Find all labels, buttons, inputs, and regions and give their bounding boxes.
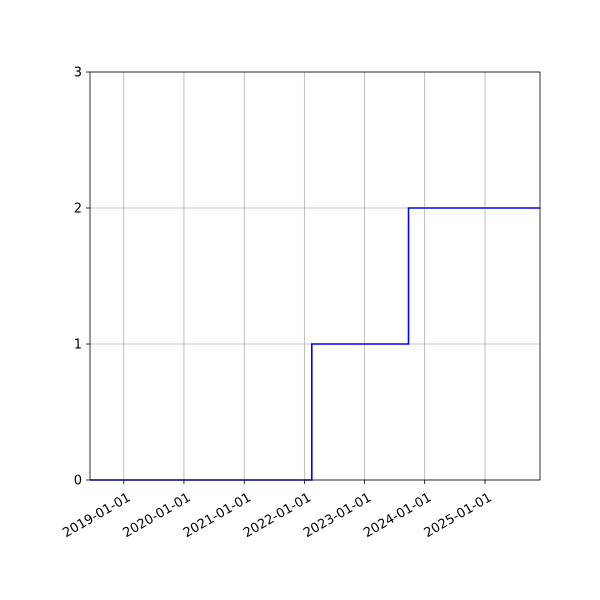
x-tick-label: 2024-01-01 (361, 490, 434, 541)
x-tick-label: 2025-01-01 (422, 490, 495, 541)
y-tick-label: 2 (74, 202, 82, 217)
y-tick-label: 0 (74, 474, 82, 489)
y-tick-label: 1 (74, 338, 82, 353)
x-tick-label: 2020-01-01 (121, 490, 194, 541)
axes-frame (89, 71, 541, 481)
x-tick-label: 2023-01-01 (301, 490, 374, 541)
x-tick-label: 2019-01-01 (60, 490, 133, 541)
ticks: 2019-01-012020-01-012021-01-012022-01-01… (60, 66, 494, 542)
x-tick-label: 2021-01-01 (181, 490, 254, 541)
grid-lines (90, 71, 540, 481)
y-tick-label: 3 (74, 66, 82, 81)
x-tick-label: 2022-01-01 (241, 490, 314, 541)
